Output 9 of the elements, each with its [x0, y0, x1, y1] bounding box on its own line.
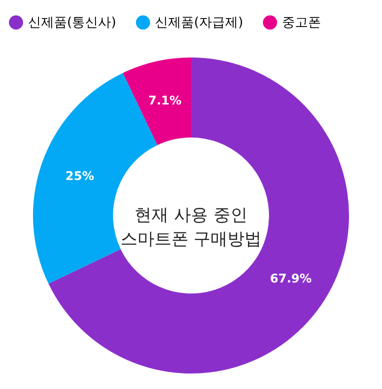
donut-slice	[48, 58, 349, 374]
donut-slice	[122, 58, 191, 146]
legend-label: 신제품(자급제)	[155, 15, 244, 30]
legend-label: 신제품(통신사)	[28, 15, 116, 30]
text: 현재 사용 중인 스마트폰 구매방법	[120, 206, 262, 250]
data-label: 25%	[65, 169, 94, 184]
data-label: 7.1%	[148, 93, 182, 108]
data-label: 67.9%	[270, 271, 312, 286]
legend-label: 중고폰	[282, 15, 321, 30]
